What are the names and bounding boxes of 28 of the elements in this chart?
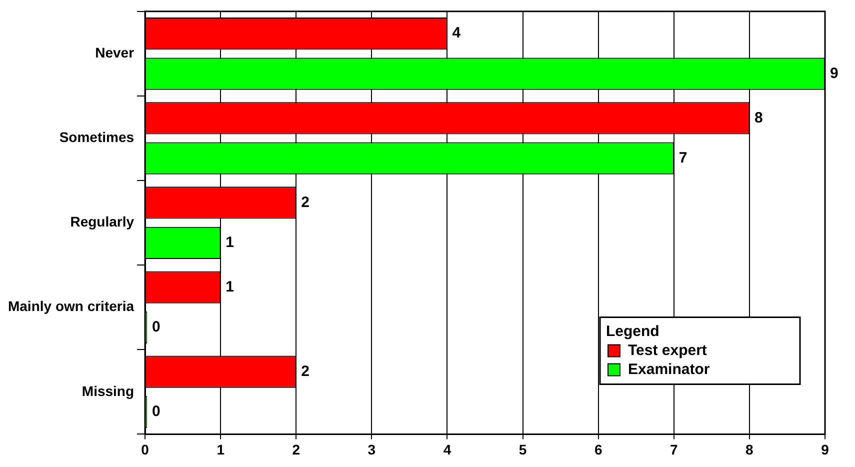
legend-label: Test expert — [628, 342, 707, 359]
y-tick-label: Sometimes — [59, 129, 134, 146]
data-label: 0 — [152, 403, 160, 420]
x-tick-label: 9 — [821, 441, 830, 458]
x-tick-label: 7 — [670, 441, 678, 458]
y-tick-label: Missing — [82, 382, 134, 399]
legend-label: Examinator — [628, 360, 710, 378]
data-label: 9 — [830, 64, 838, 82]
x-tick-label: 6 — [594, 441, 602, 458]
x-tick-label: 3 — [368, 441, 376, 458]
x-tick-label: 2 — [292, 441, 300, 458]
legend-title: Legend — [606, 322, 660, 340]
y-tick-label: Never — [95, 44, 135, 61]
x-tick-label: 5 — [518, 441, 527, 458]
data-label: 1 — [226, 278, 234, 296]
data-label: 7 — [678, 149, 688, 166]
x-tick-label: 1 — [216, 441, 225, 458]
x-tick-label: 0 — [141, 441, 150, 458]
data-label: 2 — [301, 194, 310, 211]
y-tick-label: Regularly — [70, 214, 134, 230]
x-tick-label: 8 — [746, 441, 754, 458]
data-label: 4 — [452, 24, 462, 42]
data-label: 0 — [152, 318, 160, 336]
x-tick-label: 4 — [443, 441, 452, 458]
data-label: 1 — [226, 234, 234, 252]
data-label: 8 — [754, 109, 763, 126]
data-label: 2 — [301, 362, 310, 380]
y-tick-label: Mainly own criteria — [8, 298, 134, 314]
